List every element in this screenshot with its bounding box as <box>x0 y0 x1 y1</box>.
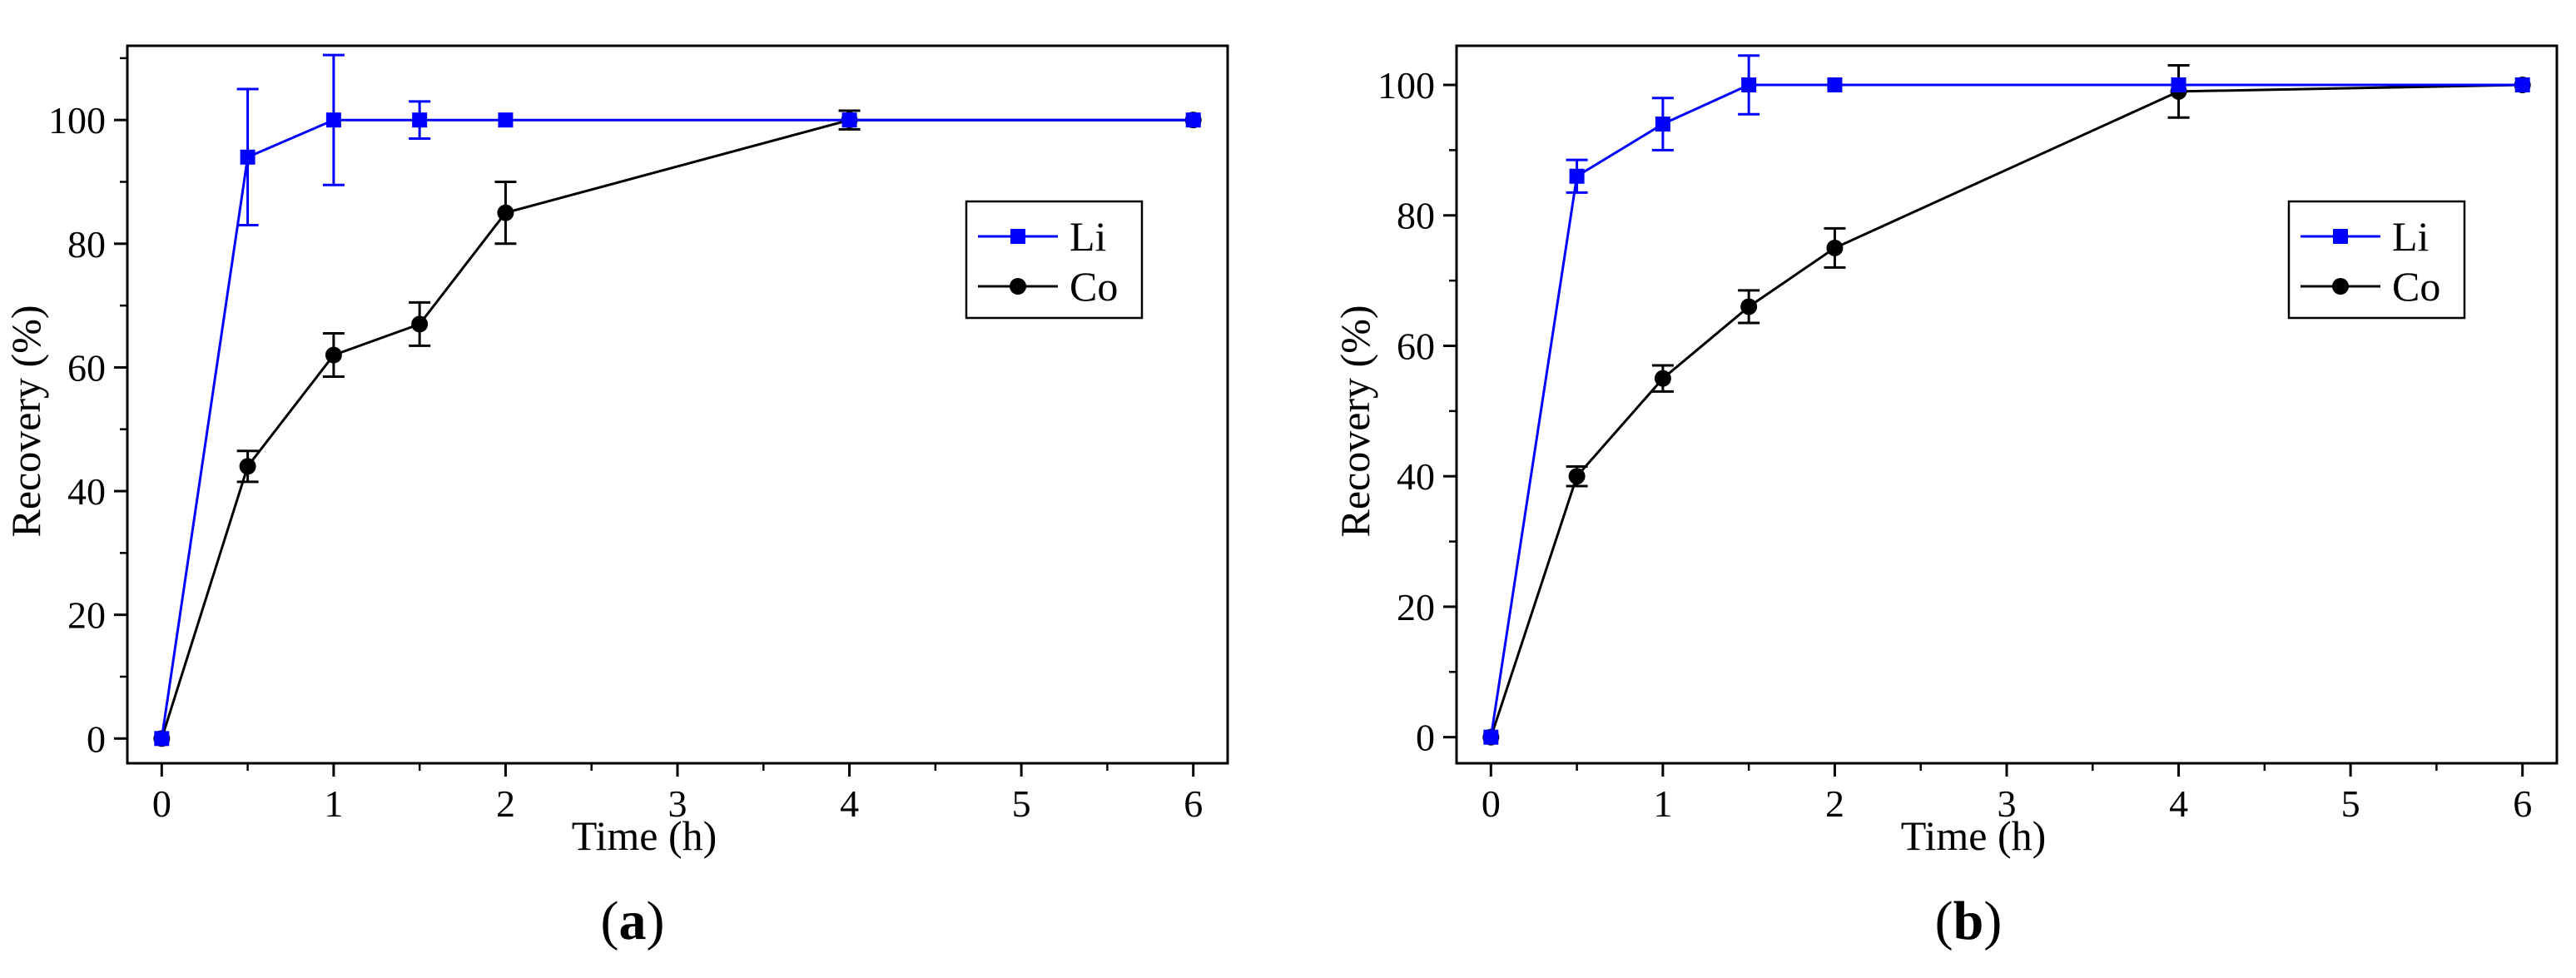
caption-paren-close: ) <box>1983 891 2002 951</box>
x-axis-title: Time (h) <box>1901 812 2047 859</box>
caption-paren-open: ( <box>1935 891 1953 951</box>
data-point-co <box>1654 370 1671 387</box>
y-tick-label: 0 <box>87 717 106 760</box>
data-point-li <box>498 112 514 128</box>
data-point-co <box>497 204 514 221</box>
legend-marker-co <box>2332 278 2349 295</box>
x-tick-label: 3 <box>1998 782 2017 825</box>
x-tick-label: 5 <box>1012 782 1031 825</box>
x-tick-label: 1 <box>324 782 343 825</box>
x-tick-label: 2 <box>496 782 515 825</box>
x-tick-label: 5 <box>2341 782 2360 825</box>
data-point-li <box>841 112 857 128</box>
series-line-li <box>1489 83 2523 737</box>
y-tick-label: 80 <box>67 223 106 266</box>
legend-marker-li <box>1010 229 1025 244</box>
data-point-li <box>240 149 256 165</box>
y-tick-label: 60 <box>67 346 106 389</box>
y-tick-label: 0 <box>1416 717 1435 759</box>
x-tick-label: 6 <box>1184 782 1203 825</box>
data-point-li <box>1185 112 1201 128</box>
data-point-li <box>154 731 170 747</box>
caption-paren-close: ) <box>647 891 665 951</box>
legend-label-co: Co <box>1070 263 1118 310</box>
legend-marker-li <box>2333 229 2348 244</box>
data-point-li <box>325 112 341 128</box>
legend-box <box>2287 200 2466 320</box>
series-line-co <box>1489 83 2523 738</box>
data-point-li <box>1741 77 1757 93</box>
data-point-li <box>2171 77 2186 93</box>
y-tick-label: 40 <box>67 470 106 513</box>
caption-letter: a <box>619 891 647 951</box>
x-tick-label: 4 <box>2169 782 2188 825</box>
legend-marker-co <box>1010 278 1026 295</box>
x-tick-label: 2 <box>1825 782 1844 825</box>
y-tick-label: 100 <box>48 99 106 141</box>
series-li <box>154 53 1201 747</box>
data-point-li <box>1827 77 1843 93</box>
legend-label-co: Co <box>2392 263 2440 310</box>
x-tick-label: 4 <box>840 782 859 825</box>
panel-caption: (b) <box>1935 891 2003 951</box>
x-tick-label: 1 <box>1653 782 1672 825</box>
data-point-co <box>1568 468 1586 485</box>
series-li <box>1483 54 2530 745</box>
y-tick-label: 40 <box>1397 455 1435 498</box>
legend-label-li: Li <box>2392 213 2429 260</box>
caption-paren-open: ( <box>601 891 619 951</box>
data-point-li <box>412 112 428 128</box>
y-tick-label: 60 <box>1397 325 1435 367</box>
y-tick-label: 80 <box>1397 195 1435 237</box>
data-point-co <box>325 346 342 364</box>
y-axis-title: Recovery (%) <box>1332 305 1378 537</box>
legend-label-li: Li <box>1070 213 1106 260</box>
data-point-co <box>411 315 429 333</box>
data-point-li <box>1483 729 1499 745</box>
data-point-co <box>1740 298 1758 315</box>
data-point-li <box>2514 77 2530 93</box>
series-co <box>1482 64 2531 746</box>
data-point-co <box>239 458 256 475</box>
y-tick-label: 20 <box>67 594 106 637</box>
panel-caption: (a) <box>601 891 665 951</box>
x-tick-label: 0 <box>152 782 171 825</box>
x-tick-label: 3 <box>668 782 687 825</box>
x-tick-label: 0 <box>1482 782 1501 825</box>
x-axis-title: Time (h) <box>572 812 717 859</box>
y-tick-label: 20 <box>1397 586 1435 628</box>
x-tick-label: 6 <box>2513 782 2532 825</box>
data-point-co <box>1826 239 1844 256</box>
caption-letter: b <box>1953 891 1984 951</box>
y-axis-title: Recovery (%) <box>2 305 49 537</box>
plot-frame <box>126 44 1229 765</box>
plot-frame <box>1455 44 2559 765</box>
data-point-li <box>1569 168 1585 184</box>
y-tick-label: 100 <box>1377 64 1435 107</box>
data-point-li <box>1655 117 1670 132</box>
legend-box <box>965 200 1144 320</box>
